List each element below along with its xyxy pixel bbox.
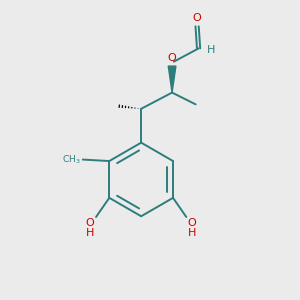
Text: H: H <box>207 45 215 55</box>
Text: H: H <box>188 228 196 238</box>
Text: O: O <box>86 218 94 229</box>
Text: O: O <box>188 218 197 229</box>
Text: O: O <box>168 53 176 63</box>
Text: O: O <box>193 14 202 23</box>
Text: H: H <box>86 228 94 238</box>
Polygon shape <box>168 66 176 93</box>
Text: CH$_3$: CH$_3$ <box>62 153 80 166</box>
